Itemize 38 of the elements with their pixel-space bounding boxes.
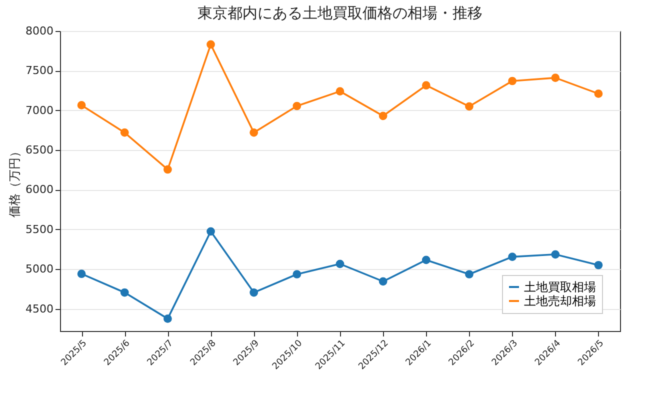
y-tick-label: 4500 [26, 302, 54, 316]
legend-label: 土地売却相場 [524, 294, 596, 308]
y-tick-label: 8000 [26, 24, 54, 38]
point [336, 87, 344, 96]
point [378, 277, 388, 286]
point [508, 252, 516, 261]
point [336, 260, 344, 268]
point [164, 165, 172, 174]
y-tick-label: 5500 [26, 222, 54, 236]
point [508, 76, 516, 86]
point [77, 270, 86, 278]
y-tick-label: 5000 [26, 262, 54, 276]
point [422, 81, 430, 90]
point [422, 256, 430, 264]
point [120, 288, 129, 297]
point [594, 260, 603, 270]
y-axis-title: 価格（万円） [8, 146, 22, 218]
legend-label: 土地買取相場 [524, 280, 596, 294]
point [594, 90, 603, 98]
y-tick-label: 7000 [26, 104, 54, 117]
point [551, 250, 560, 259]
point [77, 101, 86, 110]
y-tick-label: 6500 [26, 144, 54, 157]
chart-title: 東京都内にある土地買取価格の相場・推移 [198, 4, 482, 22]
point [378, 112, 388, 120]
point [250, 288, 258, 297]
point [465, 102, 474, 111]
point [120, 128, 129, 137]
point [206, 40, 215, 49]
point [465, 270, 474, 278]
point [206, 227, 215, 236]
y-tick-label: 6000 [26, 183, 54, 196]
point [164, 314, 172, 323]
y-tick-label: 7500 [26, 64, 54, 78]
point [292, 102, 302, 110]
point [292, 270, 302, 278]
point [551, 74, 560, 82]
point [250, 128, 258, 137]
